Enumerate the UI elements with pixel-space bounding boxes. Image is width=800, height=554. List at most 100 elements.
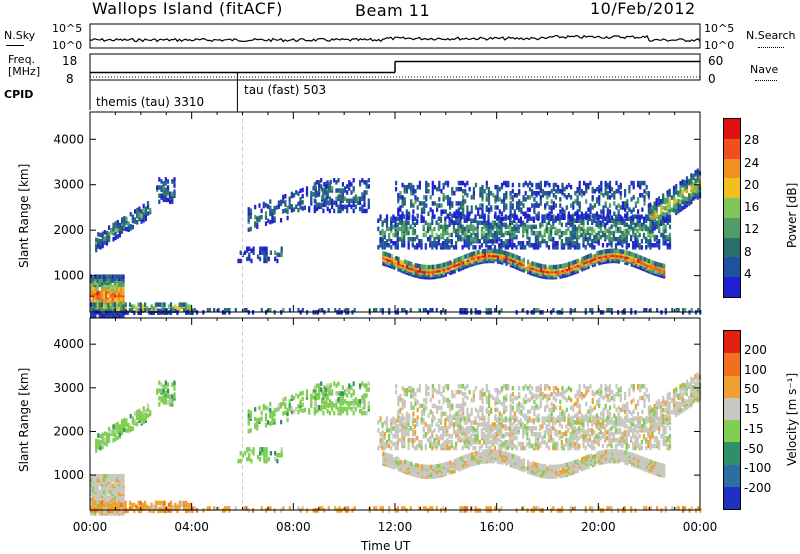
power-cell — [353, 308, 356, 313]
velocity-cell — [161, 500, 164, 506]
velocity-cell — [361, 381, 364, 386]
power-cell — [118, 292, 121, 298]
velocity-cell — [276, 453, 279, 458]
velocity-cell — [537, 463, 540, 468]
power-cell — [578, 180, 581, 186]
velocity-cell — [341, 397, 344, 402]
power-cell — [264, 211, 268, 216]
power-cell — [339, 208, 342, 214]
power-cell — [459, 180, 462, 186]
velocity-cell — [322, 410, 325, 416]
power-cell — [597, 239, 600, 244]
power-cell — [339, 204, 342, 210]
power-cell — [621, 241, 624, 246]
power-cell — [451, 201, 454, 206]
power-cell — [571, 226, 574, 232]
power-cell — [516, 215, 519, 220]
power-cell — [419, 264, 422, 269]
velocity-cell — [576, 458, 579, 464]
power-cell — [524, 197, 527, 202]
power-cell — [606, 195, 609, 200]
power-cell — [467, 234, 471, 240]
power-cell — [595, 186, 599, 192]
power-cell — [496, 230, 499, 236]
power-cell — [444, 243, 447, 248]
power-cell — [530, 230, 533, 236]
power-cell — [602, 249, 605, 254]
velocity-cell — [105, 502, 108, 508]
velocity-cell — [361, 395, 364, 400]
power-cell — [118, 226, 121, 232]
velocity-cell — [182, 500, 186, 506]
velocity-cell — [115, 497, 119, 502]
power-cell — [552, 193, 555, 198]
power-cell — [694, 178, 697, 183]
power-cell — [329, 186, 332, 191]
velocity-cell — [301, 402, 304, 408]
power-cell — [486, 248, 489, 254]
velocity-cell — [505, 451, 508, 457]
velocity-cell — [250, 449, 253, 454]
velocity-cell — [115, 502, 119, 508]
power-cell — [552, 243, 555, 248]
velocity-cell — [134, 411, 137, 416]
velocity-cell — [107, 495, 110, 500]
power-cell — [324, 184, 327, 189]
power-cell — [647, 214, 650, 219]
power-cell — [352, 196, 355, 201]
velocity-cell — [154, 504, 157, 510]
power-cell — [653, 201, 656, 206]
velocity-cell — [410, 461, 413, 467]
nsky-tick-bottom: 10^0 — [52, 39, 83, 52]
power-cell — [513, 224, 516, 230]
power-cell — [465, 236, 468, 242]
power-cell — [612, 222, 615, 228]
velocity-cell — [419, 464, 422, 469]
power-cell — [632, 207, 635, 212]
power-cell — [617, 241, 620, 246]
power-cell — [641, 180, 644, 186]
velocity-cell — [258, 405, 261, 411]
velocity-cell — [423, 464, 426, 469]
power-cell — [463, 232, 466, 238]
velocity-cell — [282, 397, 285, 402]
power-cell — [487, 245, 490, 250]
power-cell — [583, 191, 586, 196]
power-cell — [641, 256, 644, 261]
power-cell — [677, 190, 680, 196]
power-cell — [367, 184, 370, 189]
power-cell — [333, 178, 336, 183]
power-cell — [269, 211, 272, 217]
velocity-cell — [98, 489, 101, 495]
power-cell — [504, 222, 507, 228]
power-cell — [547, 245, 551, 250]
velocity-cell — [438, 463, 441, 469]
power-cell — [341, 194, 344, 199]
power-cell — [500, 232, 503, 238]
power-cell — [431, 241, 434, 246]
velocity-cell — [172, 504, 175, 510]
velocity-cell — [267, 420, 270, 425]
power-cell — [390, 239, 393, 244]
power-cell — [414, 199, 417, 204]
power-cell — [408, 261, 411, 266]
power-cell — [544, 264, 547, 269]
power-cell — [548, 211, 551, 216]
power-cell — [401, 218, 404, 223]
power-cell — [615, 180, 618, 186]
power-cell — [305, 186, 309, 191]
power-cell — [162, 191, 165, 196]
power-cell — [649, 239, 652, 244]
velocity-cell — [583, 456, 586, 461]
power-cell — [131, 308, 134, 313]
velocity-cell — [609, 449, 612, 454]
power-cell — [675, 184, 678, 189]
power-cell — [672, 199, 676, 205]
power-cell — [472, 230, 475, 236]
power-cell — [178, 302, 181, 307]
power-cell — [599, 228, 602, 234]
power-cell — [239, 250, 242, 255]
power-cell — [350, 190, 353, 195]
power-cell — [677, 209, 680, 214]
power-cell — [103, 294, 106, 300]
